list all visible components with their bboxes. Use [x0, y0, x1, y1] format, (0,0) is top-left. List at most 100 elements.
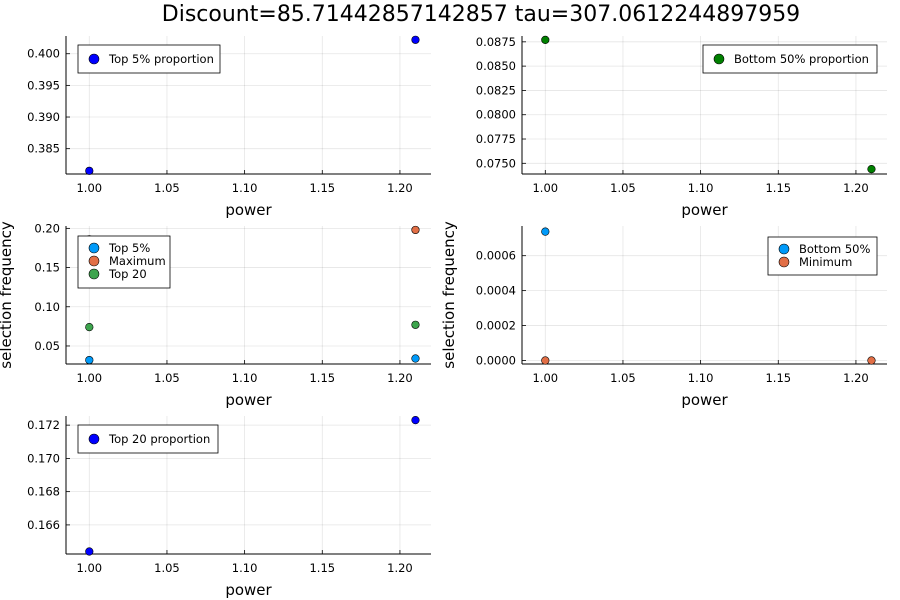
- data-point: [411, 354, 420, 363]
- legend-marker: [778, 256, 790, 268]
- subplot-2: 1.00 1.05 1.10 1.15 1.20 0.0750 0.0775 0.0800 0.…: [476, 35, 887, 219]
- y-tick-label: 0.172: [27, 418, 60, 432]
- y-tick-label: 0.0002: [476, 319, 516, 333]
- x-tick-label: 1.00: [532, 371, 558, 385]
- legend-marker: [88, 53, 100, 65]
- y-axis-label: selection frequency: [440, 221, 458, 369]
- y-tick-label: 0.0825: [476, 83, 516, 97]
- data-point: [541, 227, 550, 236]
- legend-label: Maximum: [109, 254, 166, 268]
- y-tick-label: 0.385: [27, 142, 60, 156]
- x-axis-label: power: [681, 201, 728, 219]
- x-tick-label: 1.10: [688, 181, 714, 195]
- x-tick-label: 1.10: [232, 371, 258, 385]
- data-point: [85, 166, 94, 175]
- legend-box: [702, 44, 878, 74]
- subplot-1: 1.00 1.05 1.10 1.15 1.20 0.385 0.390 0.395 0.400…: [27, 35, 431, 219]
- y-tick-label: 0.390: [27, 110, 60, 124]
- x-tick-label: 1.10: [232, 561, 258, 575]
- legend-label: Top 5% proportion: [108, 52, 214, 66]
- subplot-4: 1.00 1.05 1.10 1.15 1.20 0.0000 0.0002 0.0004 0.…: [440, 221, 887, 409]
- x-tick-label: 1.10: [688, 371, 714, 385]
- x-tick-label: 1.00: [76, 181, 102, 195]
- y-tick-label: 0.0875: [476, 35, 516, 49]
- data-point: [85, 355, 94, 365]
- x-tick-label: 1.20: [843, 371, 869, 385]
- x-tick-label: 1.20: [843, 181, 869, 195]
- y-tick-label: 0.05: [34, 339, 60, 353]
- data-point: [85, 323, 94, 332]
- legend-label: Top 20: [108, 267, 147, 281]
- legend-label: Minimum: [799, 255, 852, 269]
- legend-box: [77, 44, 221, 74]
- y-tick-label: 0.170: [27, 451, 60, 465]
- y-tick-label: 0.0850: [476, 59, 516, 73]
- x-axis-label: power: [225, 581, 272, 599]
- x-tick-label: 1.00: [76, 371, 102, 385]
- x-tick-label: 1.15: [309, 371, 335, 385]
- legend-label: Bottom 50%: [799, 242, 870, 256]
- y-tick-label: 0.10: [34, 300, 60, 314]
- x-tick-label: 1.05: [154, 561, 180, 575]
- figure-title: Discount=85.71442857142857 tau=307.06122…: [162, 2, 800, 27]
- legend-marker: [778, 243, 790, 255]
- data-point: [541, 35, 550, 44]
- x-tick-label: 1.05: [154, 371, 180, 385]
- y-tick-label: 0.0750: [476, 156, 516, 170]
- x-tick-label: 1.05: [154, 181, 180, 195]
- x-axis-label: power: [225, 391, 272, 409]
- legend-marker: [88, 242, 100, 254]
- y-tick-label: 0.400: [27, 47, 60, 61]
- legend-box: [767, 236, 878, 276]
- y-tick-label: 0.0004: [476, 284, 516, 298]
- x-axis-label: power: [225, 201, 272, 219]
- x-tick-label: 1.05: [610, 371, 636, 385]
- x-tick-label: 1.05: [610, 181, 636, 195]
- legend: Top 5% proportion: [77, 44, 221, 74]
- x-tick-label: 1.10: [232, 181, 258, 195]
- x-tick-label: 1.00: [76, 561, 102, 575]
- legend-label: Bottom 50% proportion: [734, 52, 869, 66]
- data-point: [411, 35, 420, 44]
- x-axis-label: power: [681, 391, 728, 409]
- data-point: [867, 356, 876, 365]
- x-tick-label: 1.15: [765, 181, 791, 195]
- y-axis-label: selection frequency: [0, 221, 15, 369]
- legend-marker: [88, 268, 100, 280]
- subplot-5: 1.00 1.05 1.10 1.15 1.20 0.166 0.168 0.170 0.172…: [27, 416, 431, 599]
- legend: Bottom 50%Minimum: [767, 236, 878, 276]
- x-tick-label: 1.15: [765, 371, 791, 385]
- x-tick-label: 1.20: [387, 371, 413, 385]
- x-tick-label: 1.15: [309, 181, 335, 195]
- legend: Bottom 50% proportion: [702, 44, 878, 74]
- y-tick-label: 0.0006: [476, 249, 516, 263]
- data-point: [411, 416, 420, 425]
- x-tick-label: 1.00: [532, 181, 558, 195]
- legend-label: Top 20 proportion: [108, 432, 210, 446]
- y-tick-label: 0.0800: [476, 108, 516, 122]
- y-tick-label: 0.166: [27, 518, 60, 532]
- data-point: [867, 165, 876, 174]
- legend: Top 20 proportion: [77, 424, 219, 454]
- data-point: [411, 225, 420, 235]
- data-point: [541, 356, 550, 365]
- x-tick-label: 1.15: [309, 561, 335, 575]
- y-tick-label: 0.0000: [476, 354, 516, 368]
- x-tick-label: 1.20: [387, 181, 413, 195]
- legend-box: [77, 424, 219, 454]
- y-tick-label: 0.20: [34, 221, 60, 235]
- data-point: [85, 547, 94, 556]
- y-tick-label: 0.168: [27, 485, 60, 499]
- legend-label: Top 5%: [108, 241, 150, 255]
- y-tick-label: 0.15: [34, 261, 60, 275]
- legend-marker: [88, 255, 100, 267]
- y-tick-label: 0.395: [27, 78, 60, 92]
- data-point: [411, 320, 420, 329]
- subplot-3: 1.00 1.05 1.10 1.15 1.20 0.05 0.10 0.15 0.20 powe…: [0, 221, 431, 409]
- legend-marker: [713, 53, 725, 65]
- legend-marker: [88, 433, 100, 445]
- y-tick-label: 0.0775: [476, 132, 516, 146]
- x-tick-label: 1.20: [387, 561, 413, 575]
